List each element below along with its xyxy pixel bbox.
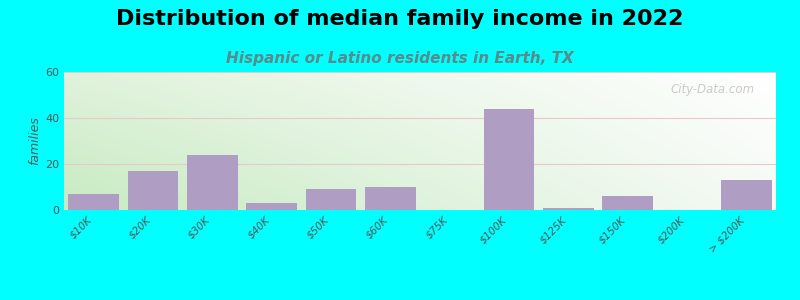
Text: Distribution of median family income in 2022: Distribution of median family income in …: [116, 9, 684, 29]
Bar: [187, 155, 238, 210]
Bar: [721, 180, 771, 210]
Bar: [602, 196, 653, 210]
Bar: [306, 189, 356, 210]
Text: Hispanic or Latino residents in Earth, TX: Hispanic or Latino residents in Earth, T…: [226, 51, 574, 66]
Bar: [543, 208, 594, 210]
Bar: [69, 194, 119, 210]
Bar: [246, 203, 297, 210]
Text: City-Data.com: City-Data.com: [670, 83, 754, 96]
Bar: [484, 109, 534, 210]
Bar: [365, 187, 415, 210]
Y-axis label: families: families: [28, 117, 41, 165]
Bar: [128, 171, 178, 210]
